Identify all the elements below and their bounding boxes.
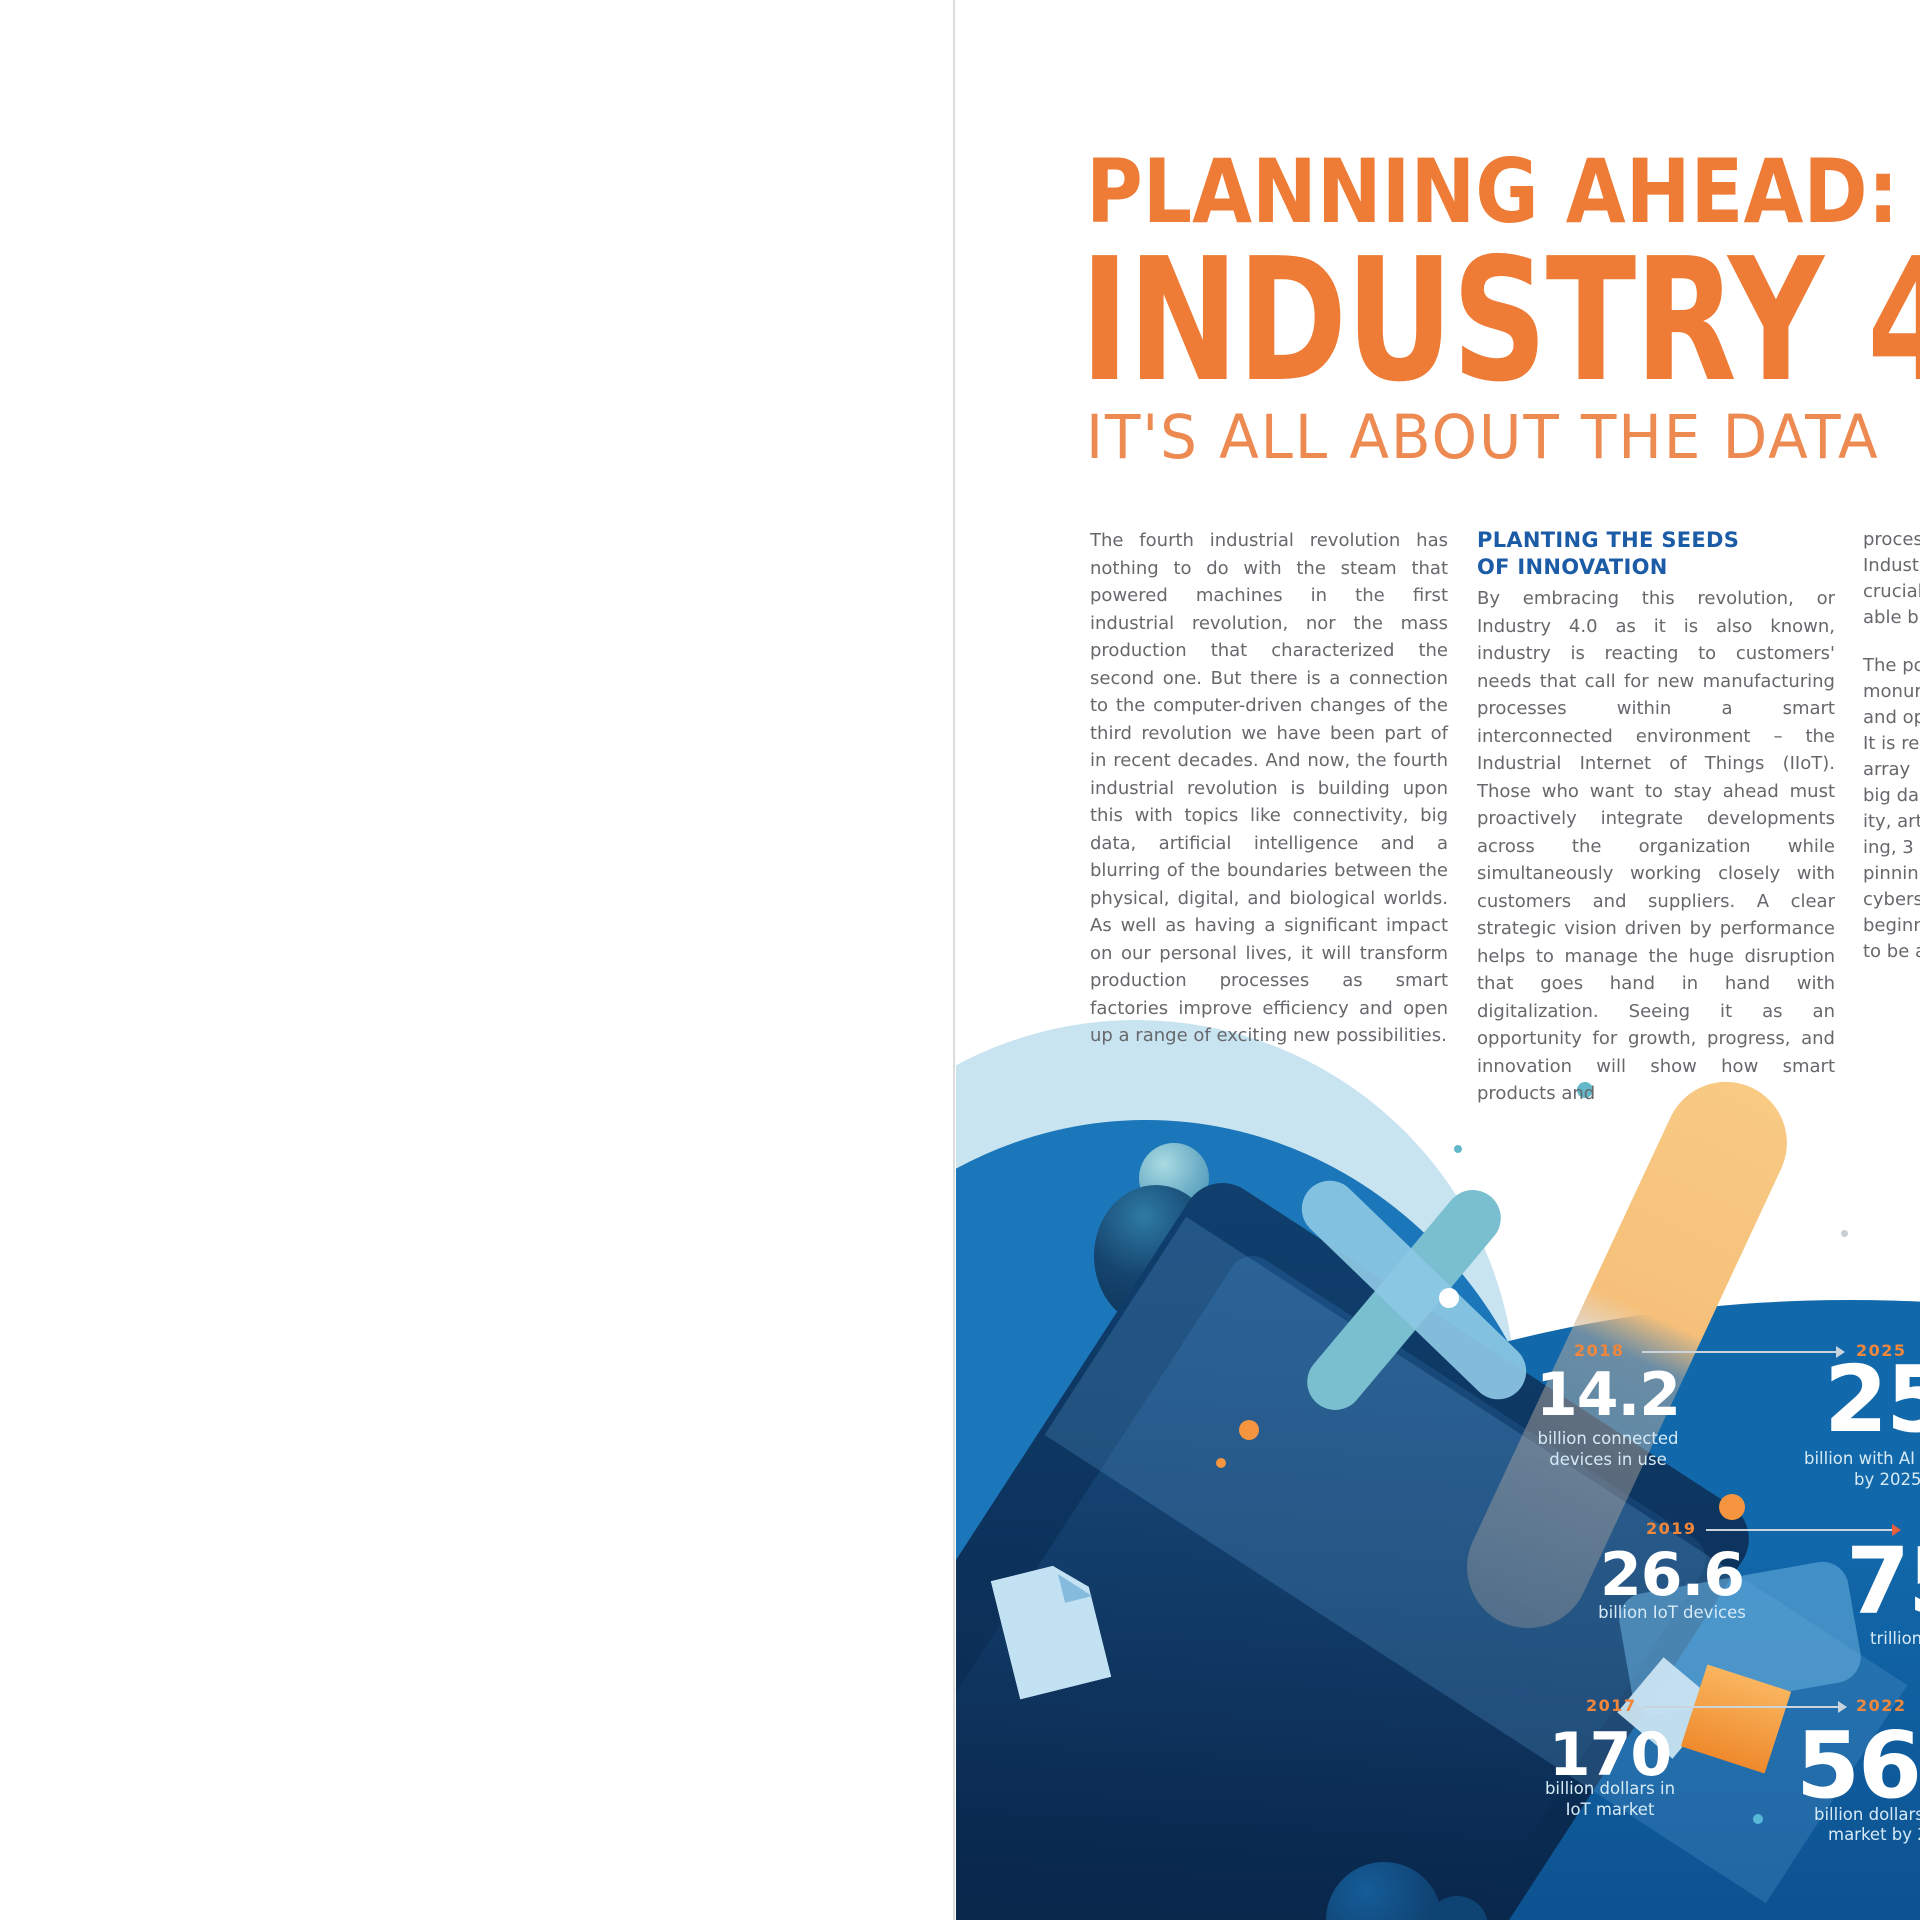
column2-paragraph: By embracing this revolution, or Industr…: [1477, 588, 1835, 1104]
page-title-line2: INDUSTRY 4.0: [1080, 222, 1920, 420]
timeline-arrow: [1642, 1351, 1836, 1353]
column3-line: ity, art: [1863, 811, 1920, 832]
year-from-label: 2018: [1574, 1341, 1625, 1360]
column3-line: It is rel: [1863, 733, 1920, 754]
stat-caption: trillion: [1870, 1629, 1920, 1648]
year-to-label: 2025: [1856, 1341, 1907, 1360]
teal-dot-icon: [1577, 1082, 1593, 1098]
stat-value: 170: [1548, 1720, 1672, 1790]
stat-caption: billion dollars in: [1544, 1779, 1676, 1798]
stat-caption: by 2025: [1854, 1470, 1920, 1489]
wave-illustration: [956, 0, 1920, 1920]
column3-line: cybers: [1863, 889, 1920, 910]
gray-dot-icon: [1841, 1230, 1848, 1237]
stat-caption: billion dollars in: [1814, 1805, 1920, 1824]
white-dot-icon: [1439, 1288, 1459, 1308]
column2-heading-line2: OF INNOVATION: [1477, 555, 1668, 579]
stat-value: 25: [1824, 1346, 1920, 1453]
stat-value: 560: [1796, 1712, 1920, 1819]
column3-line: and op: [1863, 707, 1920, 728]
stat-caption: IoT market: [1565, 1800, 1655, 1819]
column3-line: array: [1863, 759, 1911, 780]
page-fold-divider: [953, 0, 955, 1920]
stat-value: 14.2: [1535, 1360, 1681, 1430]
column3-line: beginn: [1863, 915, 1920, 936]
column3-line: monum: [1863, 681, 1920, 702]
arrow-right-icon: [1838, 1701, 1847, 1713]
column3-line: The po: [1863, 655, 1920, 676]
stat-caption: devices in use: [1549, 1450, 1667, 1469]
column3-line: crucial: [1863, 581, 1920, 602]
orange-dot-icon: [1216, 1458, 1226, 1468]
year-to-label: 2022: [1856, 1696, 1907, 1715]
column3-line: able b: [1863, 607, 1919, 628]
arrow-right-icon: [1836, 1346, 1845, 1358]
timeline-arrow: [1642, 1706, 1838, 1708]
left-page-blank: [0, 0, 953, 1920]
page-title-line1: PLANNING AHEAD:: [1086, 140, 1899, 243]
column2-heading: PLANTING THE SEEDS OF INNOVATION: [1477, 527, 1835, 581]
column-3: proces Industr crucial able b The po monum and…: [1863, 527, 1920, 965]
stat-caption: billion with AI: [1804, 1449, 1916, 1468]
column2-heading-line1: PLANTING THE SEEDS: [1477, 528, 1740, 552]
column1-paragraph: The fourth industrial revolution has not…: [1090, 530, 1448, 1046]
page-subtitle: IT'S ALL ABOUT THE DATA: [1086, 402, 1880, 473]
stat-caption: billion connected: [1537, 1429, 1679, 1448]
year-from-label: 2019: [1646, 1519, 1697, 1538]
column3-line: pinnin: [1863, 863, 1919, 884]
column3-line: to be a: [1863, 941, 1920, 962]
timeline-arrow: [1706, 1529, 1892, 1531]
teal-dot-icon: [1753, 1814, 1763, 1824]
column3-line: ing, 3: [1863, 837, 1914, 858]
stat-caption: billion IoT devices: [1598, 1603, 1746, 1622]
column-1: The fourth industrial revolution has not…: [1090, 527, 1448, 1050]
stat-value: 75: [1846, 1528, 1920, 1635]
orange-dot-icon: [1239, 1420, 1259, 1440]
stat-value: 26.6: [1599, 1540, 1745, 1610]
column3-line: proces: [1863, 529, 1920, 550]
arrow-right-icon: [1892, 1524, 1901, 1536]
column3-line: Industr: [1863, 555, 1920, 576]
orange-dot-icon: [1719, 1494, 1745, 1520]
teal-dot-icon: [1454, 1145, 1462, 1153]
year-from-label: 2017: [1586, 1696, 1637, 1715]
stat-caption: market by 20: [1828, 1825, 1920, 1844]
column-2: PLANTING THE SEEDS OF INNOVATION By embr…: [1477, 527, 1835, 1108]
column3-line: big da: [1863, 785, 1920, 806]
